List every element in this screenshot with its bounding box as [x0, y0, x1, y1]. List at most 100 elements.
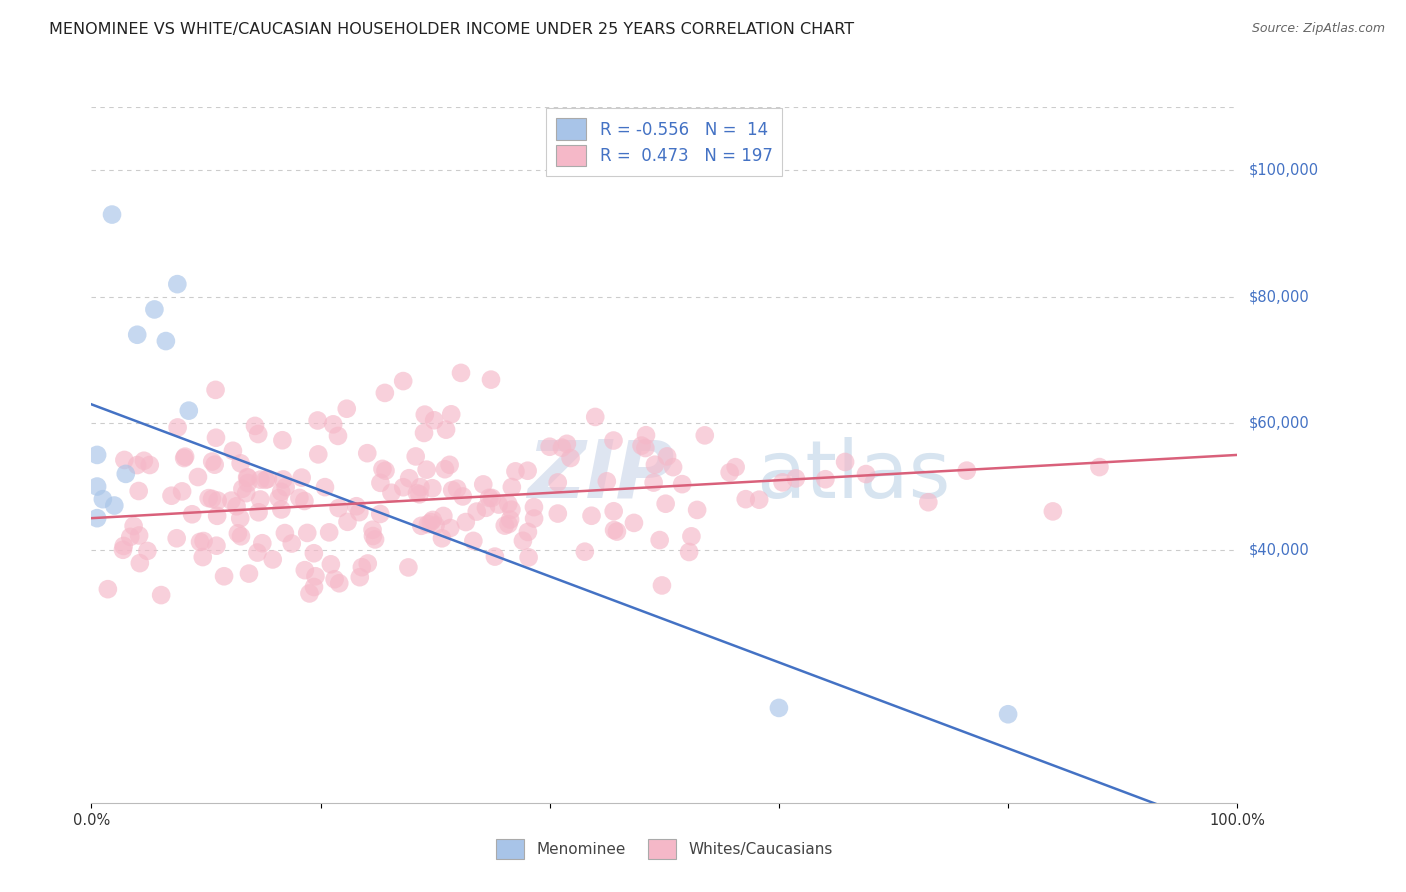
Point [205, 508, 228, 523]
Point [249, 473, 271, 487]
Point [516, 524, 538, 539]
Point [328, 501, 350, 516]
Point [1088, 460, 1111, 475]
Point [748, 492, 770, 507]
Point [307, 447, 329, 461]
Point [538, 440, 561, 454]
Point [917, 495, 939, 509]
Point [634, 428, 657, 442]
Point [86, 448, 108, 462]
Point [434, 423, 457, 437]
Point [143, 302, 166, 317]
Point [997, 707, 1019, 722]
Point [439, 458, 461, 472]
Point [197, 491, 219, 505]
Point [236, 475, 259, 490]
Point [243, 418, 266, 433]
Point [523, 500, 546, 515]
Point [112, 539, 135, 553]
Point [103, 499, 125, 513]
Point [374, 385, 396, 400]
Point [128, 556, 150, 570]
Point [274, 526, 297, 541]
Point [505, 464, 527, 478]
Point [160, 489, 183, 503]
Point [229, 529, 252, 543]
Point [187, 470, 209, 484]
Point [630, 439, 652, 453]
Point [734, 492, 756, 507]
Point [270, 484, 292, 499]
Point [602, 504, 624, 518]
Point [136, 544, 159, 558]
Point [193, 534, 215, 549]
Point [499, 512, 522, 526]
Point [451, 490, 474, 504]
Point [97, 582, 120, 596]
Point [357, 557, 380, 571]
Point [501, 480, 523, 494]
Point [662, 460, 685, 475]
Point [441, 483, 464, 497]
Point [408, 487, 430, 501]
Point [111, 542, 134, 557]
Point [86, 511, 108, 525]
Point [349, 505, 371, 519]
Point [368, 507, 391, 521]
Point [191, 550, 214, 565]
Point [127, 327, 149, 342]
Point [498, 517, 520, 532]
Point [246, 545, 269, 559]
Point [772, 475, 794, 490]
Point [323, 572, 346, 586]
Point [478, 491, 501, 505]
Point [201, 454, 224, 468]
Point [1042, 504, 1064, 518]
Point [173, 451, 195, 466]
Point [413, 408, 436, 422]
Point [274, 480, 297, 494]
Point [172, 484, 194, 499]
Point [205, 539, 228, 553]
Point [603, 523, 626, 537]
Point [361, 529, 384, 543]
Point [768, 701, 790, 715]
Point [433, 462, 456, 476]
Point [254, 473, 277, 487]
Point [174, 450, 197, 464]
Point [415, 463, 437, 477]
Point [207, 493, 229, 508]
Point [344, 500, 367, 514]
Point [288, 491, 311, 505]
Point [139, 458, 162, 472]
Point [221, 493, 243, 508]
Point [419, 515, 441, 529]
Point [229, 456, 252, 470]
Point [643, 475, 665, 490]
Point [422, 513, 444, 527]
Point [405, 450, 427, 464]
Point [205, 431, 228, 445]
Point [411, 518, 433, 533]
Point [247, 505, 270, 519]
Point [271, 472, 294, 486]
Point [350, 560, 373, 574]
Point [596, 475, 619, 489]
Point [623, 516, 645, 530]
Point [120, 530, 142, 544]
Point [392, 480, 415, 494]
Point [222, 443, 245, 458]
Point [416, 517, 439, 532]
Point [101, 208, 124, 222]
Point [336, 401, 359, 416]
Point [423, 413, 446, 427]
Point [114, 467, 136, 481]
Point [270, 502, 292, 516]
Point [302, 546, 325, 560]
Point [583, 409, 606, 424]
Point [125, 458, 148, 472]
Point [122, 519, 145, 533]
Point [267, 491, 290, 506]
Point [204, 383, 226, 397]
Point [484, 549, 506, 564]
